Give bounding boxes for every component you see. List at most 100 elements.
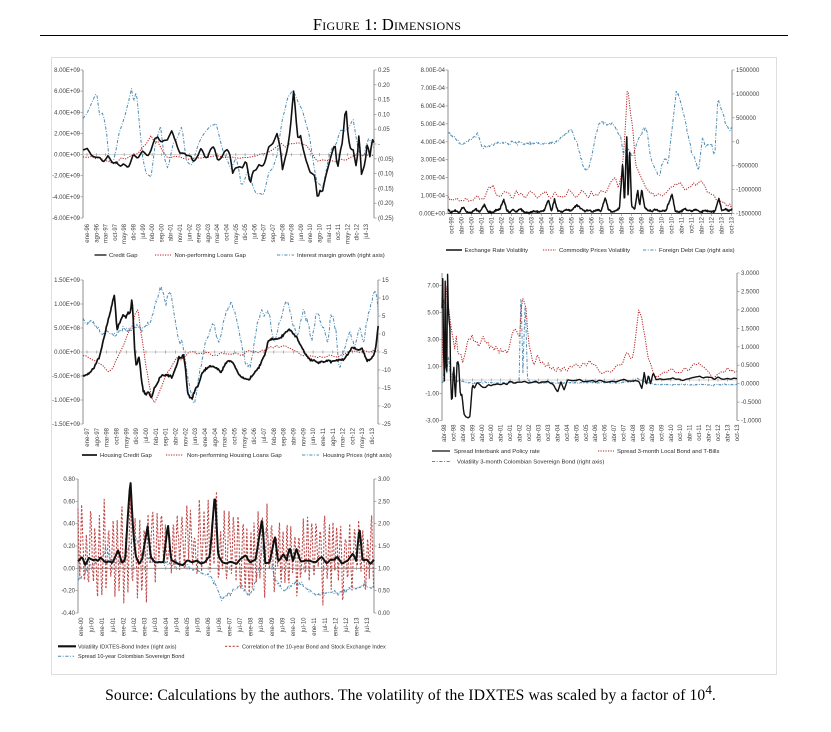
svg-text:ago-04: ago-04	[213, 427, 219, 446]
svg-text:oct-11: oct-11	[690, 216, 696, 233]
svg-text:dic-13: dic-13	[370, 427, 376, 444]
svg-text:abr-05: abr-05	[560, 216, 566, 234]
svg-text:may-99: may-99	[124, 427, 130, 448]
svg-text:abr-06: abr-06	[580, 216, 586, 234]
svg-text:-: -	[378, 142, 380, 148]
svg-text:abr-13: abr-13	[720, 216, 726, 234]
svg-text:5: 5	[382, 314, 386, 320]
svg-text:ene-04: ene-04	[164, 617, 170, 636]
svg-text:abr-12: abr-12	[700, 216, 706, 234]
svg-text:oct-09: oct-09	[659, 424, 665, 441]
svg-text:oct-03: oct-03	[546, 424, 552, 441]
svg-text:sep-00: sep-00	[159, 223, 165, 242]
svg-text:Foreign Debt Cap (right axis): Foreign Debt Cap (right axis)	[659, 248, 735, 254]
svg-text:5.00: 5.00	[427, 311, 439, 317]
svg-text:0.00E+00: 0.00E+00	[54, 350, 81, 356]
svg-text:-0.5000: -0.5000	[741, 400, 762, 406]
svg-text:oct-07: oct-07	[622, 424, 628, 441]
svg-text:4.00E-04: 4.00E-04	[421, 140, 446, 146]
svg-text:Spread 10-year Colombian Sover: Spread 10-year Colombian Sovereign Bond	[78, 654, 184, 660]
svg-text:oct-07: oct-07	[610, 216, 616, 233]
svg-text:0: 0	[736, 140, 740, 146]
svg-text:0.00E+00: 0.00E+00	[419, 212, 446, 218]
svg-text:-25: -25	[382, 422, 391, 428]
svg-text:5.00E-04: 5.00E-04	[421, 122, 446, 128]
svg-text:ene-10: ene-10	[291, 617, 297, 636]
svg-text:0.60: 0.60	[63, 499, 75, 505]
svg-text:10: 10	[382, 296, 389, 302]
svg-text:-5: -5	[382, 350, 388, 356]
svg-text:mar-98: mar-98	[105, 427, 111, 447]
svg-text:oct-00: oct-00	[470, 216, 476, 233]
svg-text:jul-02: jul-02	[132, 617, 138, 633]
svg-text:oct-12: oct-12	[716, 424, 722, 441]
svg-text:2.00E-04: 2.00E-04	[421, 176, 446, 182]
svg-text:oct-00: oct-00	[489, 424, 495, 441]
svg-text:ene-03: ene-03	[197, 223, 203, 242]
svg-text:-1.0000: -1.0000	[741, 419, 762, 425]
svg-text:Non-performing Housing Loans G: Non-performing Housing Loans Gap	[187, 453, 282, 459]
svg-text:-1.00E+09: -1.00E+09	[52, 398, 81, 404]
svg-text:feb-00: feb-00	[150, 223, 156, 241]
svg-text:may-05: may-05	[234, 223, 240, 244]
svg-text:dic-12: dic-12	[355, 223, 361, 240]
svg-text:oct-13: oct-13	[730, 216, 736, 233]
svg-text:-6.00E+09: -6.00E+09	[52, 216, 81, 222]
svg-text:jul-12: jul-12	[344, 617, 350, 633]
svg-text:-10: -10	[382, 368, 391, 374]
svg-text:sep-01: sep-01	[164, 427, 170, 446]
svg-text:nov-08: nov-08	[290, 223, 296, 242]
svg-text:abr-12: abr-12	[707, 424, 713, 442]
svg-text:abr-06: abr-06	[593, 424, 599, 442]
svg-text:2.50: 2.50	[378, 499, 390, 505]
svg-text:ene-04: ene-04	[203, 427, 209, 446]
svg-text:0.10: 0.10	[378, 112, 390, 118]
svg-text:abr-01: abr-01	[499, 424, 505, 442]
svg-text:feb-01: feb-01	[154, 427, 160, 445]
svg-text:abr-02: abr-02	[174, 427, 180, 445]
svg-text:abr-01: abr-01	[169, 223, 175, 241]
svg-text:nov-01: nov-01	[178, 223, 184, 242]
svg-text:abr-07: abr-07	[600, 216, 606, 234]
svg-text:4.00E+09: 4.00E+09	[54, 110, 81, 116]
svg-text:jul-13: jul-13	[364, 223, 370, 239]
svg-text:ene-00: ene-00	[79, 617, 85, 636]
svg-text:2.00: 2.00	[378, 522, 390, 528]
svg-text:dic-05: dic-05	[243, 223, 249, 240]
svg-text:ago-03: ago-03	[206, 223, 212, 242]
svg-text:0.00: 0.00	[378, 611, 390, 617]
svg-text:15: 15	[382, 278, 389, 284]
svg-text:abr-10: abr-10	[660, 216, 666, 234]
svg-text:0.05: 0.05	[378, 127, 390, 133]
svg-text:7.00E-04: 7.00E-04	[421, 86, 446, 92]
svg-text:2.00E+09: 2.00E+09	[54, 131, 81, 137]
svg-text:oct-01: oct-01	[508, 424, 514, 441]
svg-text:(0.15): (0.15)	[378, 186, 394, 192]
svg-text:abr-00: abr-00	[460, 216, 466, 234]
svg-text:abr-08: abr-08	[280, 223, 286, 241]
svg-text:abr-02: abr-02	[500, 216, 506, 234]
svg-text:Volatility IDXTES-Bond Index (: Volatility IDXTES-Bond Index (right axis…	[78, 644, 177, 650]
svg-text:jul-07: jul-07	[238, 617, 244, 633]
svg-text:-0.20: -0.20	[61, 589, 75, 595]
svg-text:-4.00E+09: -4.00E+09	[52, 195, 81, 201]
svg-text:Credit Gap: Credit Gap	[109, 253, 138, 259]
svg-text:jul-06: jul-06	[217, 617, 223, 633]
svg-text:jul-01: jul-01	[111, 617, 117, 633]
svg-text:jul-11: jul-11	[323, 617, 329, 633]
svg-text:nov-09: nov-09	[301, 427, 307, 446]
svg-text:oct-04: oct-04	[550, 216, 556, 233]
svg-text:oct-05: oct-05	[570, 216, 576, 233]
svg-text:0.20: 0.20	[63, 544, 75, 550]
svg-text:Commodity Prices Volatility: Commodity Prices Volatility	[559, 248, 630, 254]
svg-text:jul-00: jul-00	[90, 617, 96, 633]
svg-text:0.50: 0.50	[378, 589, 390, 595]
svg-text:1.5000: 1.5000	[741, 326, 760, 332]
svg-text:6.00E-04: 6.00E-04	[421, 104, 446, 110]
svg-text:mar-11: mar-11	[327, 223, 333, 242]
svg-text:oct-01: oct-01	[490, 216, 496, 233]
svg-text:oct-03: oct-03	[530, 216, 536, 233]
svg-text:-500000: -500000	[736, 164, 759, 170]
svg-text:oct-11: oct-11	[697, 424, 703, 441]
svg-text:0.00: 0.00	[63, 566, 75, 572]
